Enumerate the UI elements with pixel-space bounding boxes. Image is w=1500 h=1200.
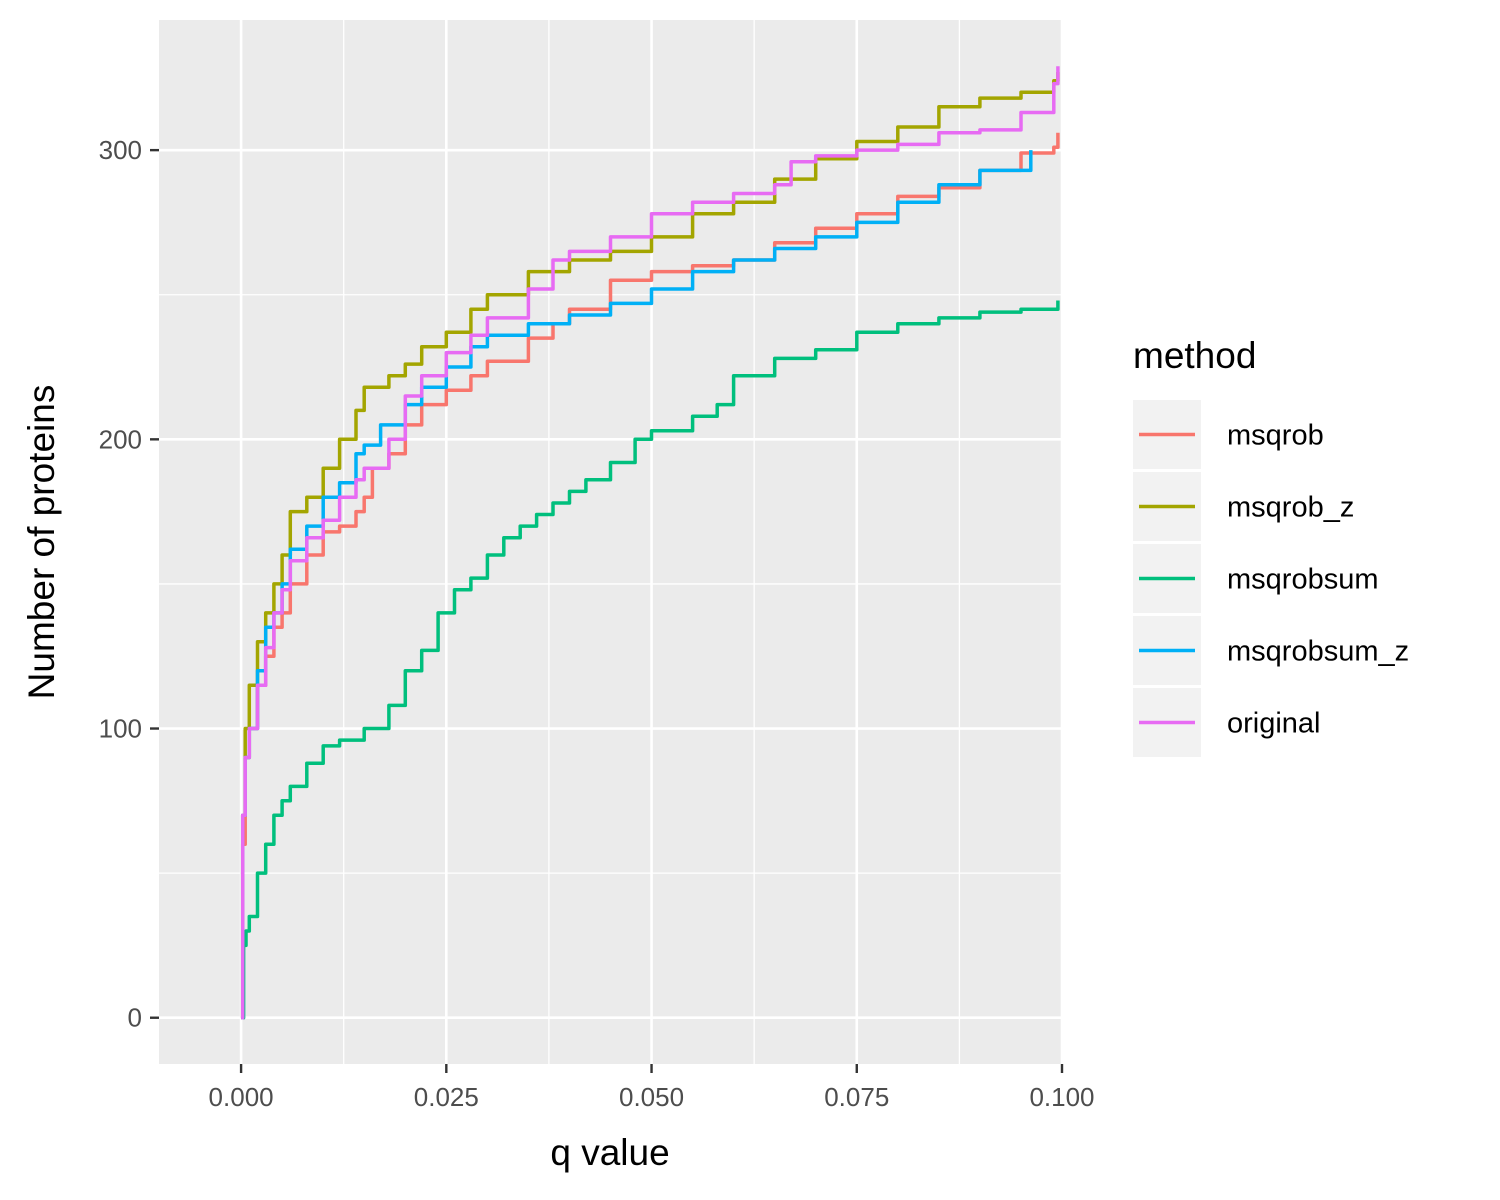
series-line-original bbox=[240, 66, 1060, 1020]
grid-major bbox=[159, 20, 1064, 1064]
legend-label: msqrob bbox=[1227, 420, 1324, 452]
legend-label: msqrobsum_z bbox=[1227, 636, 1409, 668]
legend-item-msqrobsum_z: msqrobsum_z bbox=[1133, 616, 1409, 685]
x-tick-label: 0.025 bbox=[414, 1082, 479, 1112]
legend-item-msqrob_z: msqrob_z bbox=[1133, 472, 1354, 541]
panel-background bbox=[159, 20, 1062, 1064]
y-axis-title: Number of proteins bbox=[21, 385, 62, 700]
y-tick-label: 200 bbox=[99, 424, 142, 454]
x-tick-label: 0.100 bbox=[1029, 1082, 1094, 1112]
series-layer bbox=[240, 66, 1060, 1020]
legend-label: msqrob_z bbox=[1227, 492, 1354, 524]
legend: msqrob msqrob_z msqrobsum msqrobsum_zorigin… bbox=[1133, 400, 1409, 757]
series-line-msqrob_z bbox=[240, 72, 1060, 1020]
x-tick-label: 0.075 bbox=[824, 1082, 889, 1112]
x-tick-label: 0.050 bbox=[619, 1082, 684, 1112]
legend-item-msqrob: msqrob bbox=[1133, 400, 1324, 469]
legend-title: method bbox=[1133, 335, 1256, 376]
x-tick-label: 0.000 bbox=[209, 1082, 274, 1112]
legend-label: msqrobsum bbox=[1227, 564, 1379, 596]
y-tick-labels: 0 100 200 300 bbox=[99, 135, 142, 1033]
y-tick-label: 300 bbox=[99, 135, 142, 165]
axis-ticks bbox=[150, 148, 1064, 1073]
y-tick-label: 100 bbox=[99, 714, 142, 744]
y-tick-label: 0 bbox=[128, 1003, 142, 1033]
x-tick-labels: 0.000 0.025 0.050 0.075 0.100 bbox=[209, 1082, 1095, 1112]
x-axis-title: q value bbox=[550, 1132, 669, 1173]
legend-item-original: original bbox=[1133, 688, 1321, 757]
legend-label: original bbox=[1227, 708, 1321, 740]
series-line-msqrobsum bbox=[241, 300, 1060, 1020]
legend-item-msqrobsum: msqrobsum bbox=[1133, 544, 1379, 613]
